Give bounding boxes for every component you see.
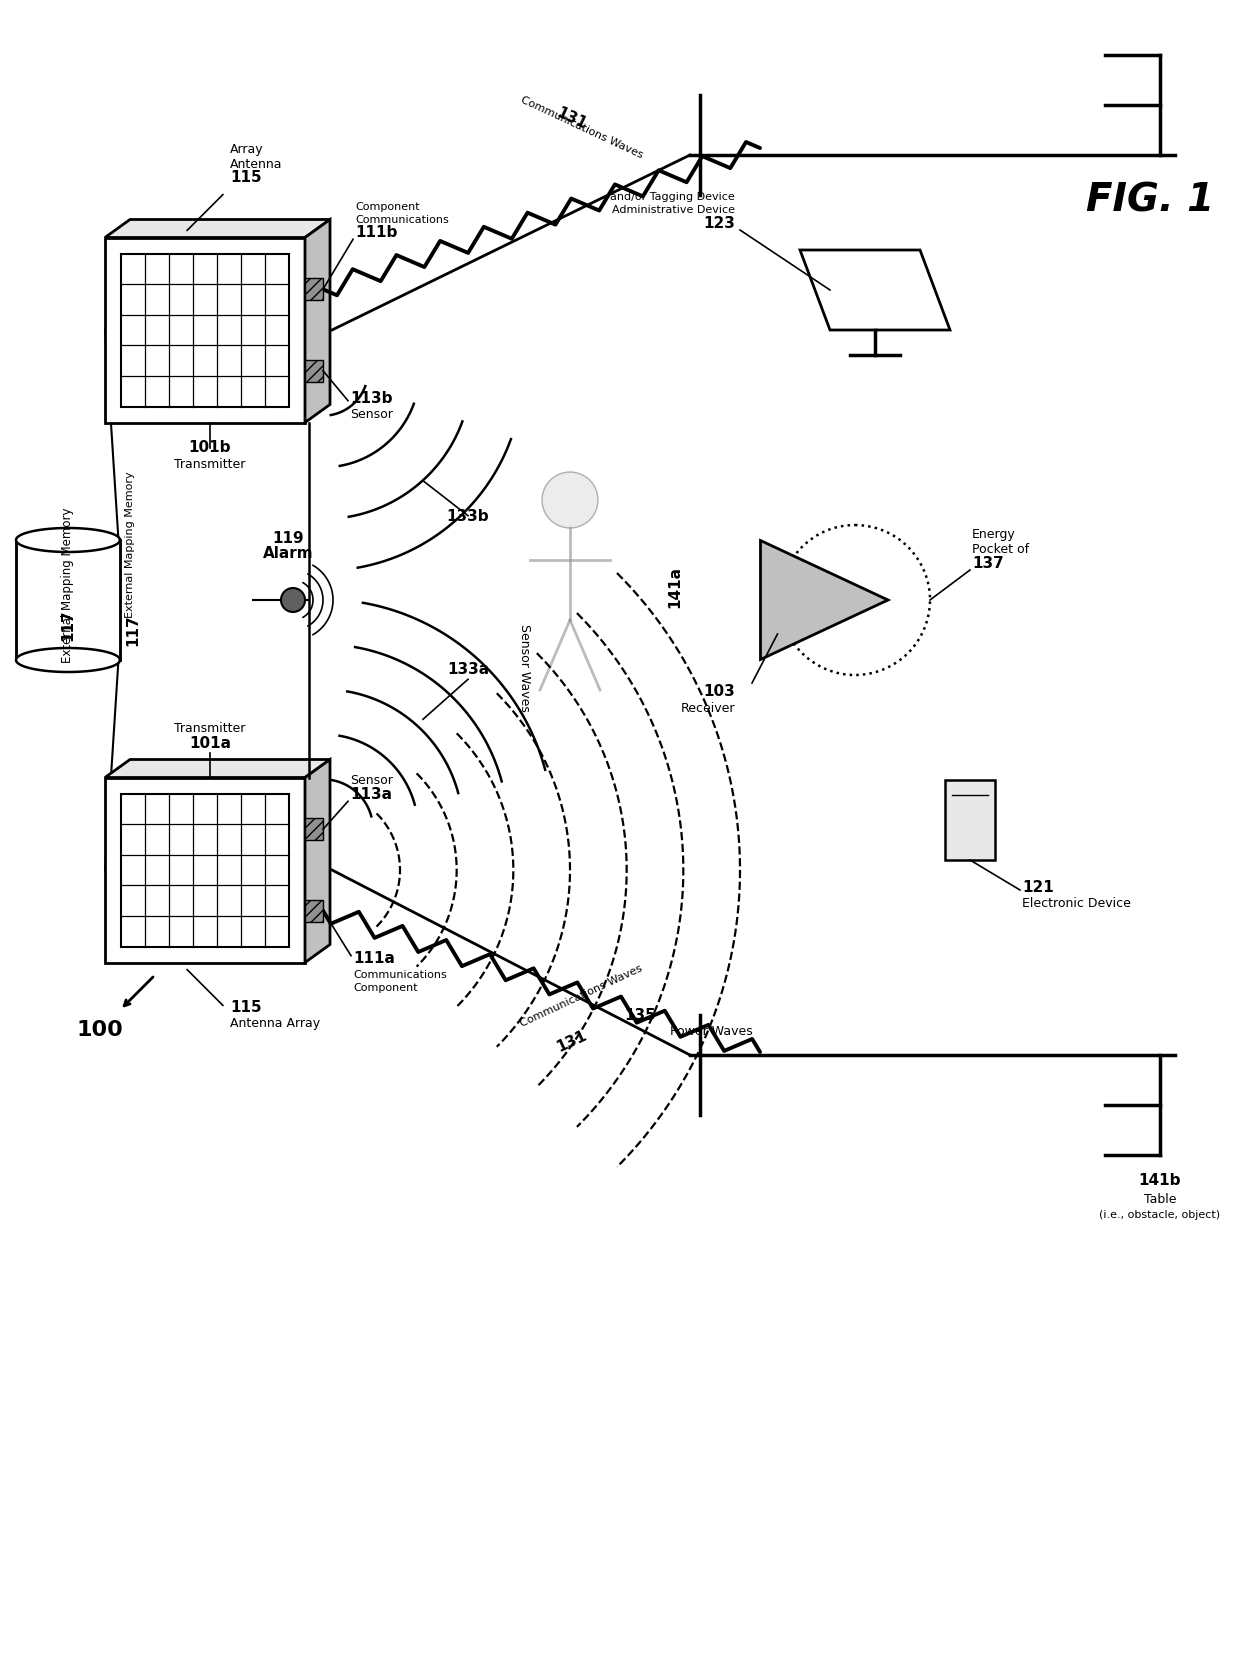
Text: Communications Waves: Communications Waves	[518, 95, 644, 161]
Circle shape	[281, 587, 305, 612]
Text: Communications: Communications	[355, 215, 449, 225]
Text: Component: Component	[355, 203, 419, 213]
Polygon shape	[760, 541, 888, 659]
Text: 103: 103	[703, 684, 735, 699]
Polygon shape	[305, 278, 322, 300]
Polygon shape	[305, 220, 330, 423]
Polygon shape	[122, 794, 289, 947]
Text: 141b: 141b	[1138, 1173, 1182, 1188]
Text: Sensor: Sensor	[350, 408, 393, 421]
Text: Sensor Waves: Sensor Waves	[518, 624, 531, 712]
Text: 101a: 101a	[188, 735, 231, 750]
Text: Antenna Array: Antenna Array	[229, 1017, 320, 1030]
Text: 115: 115	[229, 170, 262, 185]
Text: and/or Tagging Device: and/or Tagging Device	[610, 191, 735, 201]
Polygon shape	[800, 250, 950, 329]
Polygon shape	[16, 647, 120, 672]
Text: Transmitter: Transmitter	[175, 722, 246, 734]
Polygon shape	[305, 359, 322, 381]
Text: Array: Array	[229, 143, 264, 155]
Text: 121: 121	[1022, 880, 1054, 895]
Text: Transmitter: Transmitter	[175, 459, 246, 471]
Polygon shape	[122, 253, 289, 406]
Text: Energy: Energy	[972, 527, 1016, 541]
Polygon shape	[105, 777, 305, 962]
Text: 135: 135	[624, 1008, 656, 1023]
Text: Pocket of: Pocket of	[972, 542, 1029, 556]
Polygon shape	[16, 541, 120, 661]
Text: (i.e., obstacle, object): (i.e., obstacle, object)	[1100, 1210, 1220, 1220]
Circle shape	[542, 473, 598, 527]
Text: Antenna: Antenna	[229, 158, 283, 170]
Text: Communications: Communications	[353, 970, 446, 980]
Text: 113b: 113b	[350, 391, 393, 406]
Text: 123: 123	[703, 216, 735, 231]
Text: 117: 117	[61, 609, 76, 641]
Text: 115: 115	[229, 1000, 262, 1015]
Text: Receiver: Receiver	[681, 702, 735, 716]
Text: 101b: 101b	[188, 441, 231, 456]
Text: FIG. 1: FIG. 1	[1086, 181, 1214, 220]
Text: 111a: 111a	[353, 950, 394, 965]
Text: Electronic Device: Electronic Device	[1022, 897, 1131, 910]
Polygon shape	[105, 759, 330, 777]
Polygon shape	[305, 900, 322, 922]
Text: 119: 119	[273, 531, 304, 546]
Polygon shape	[105, 220, 330, 238]
Text: Administrative Device: Administrative Device	[613, 205, 735, 215]
Text: 111b: 111b	[355, 225, 397, 240]
Text: Communications Waves: Communications Waves	[518, 963, 644, 1028]
Text: 133b: 133b	[446, 509, 490, 524]
Polygon shape	[105, 238, 305, 423]
Polygon shape	[305, 759, 330, 962]
Text: 131: 131	[554, 105, 589, 131]
Text: 117: 117	[125, 614, 140, 646]
Text: 137: 137	[972, 556, 1003, 571]
Text: 141a: 141a	[667, 566, 682, 607]
Text: 131: 131	[554, 1027, 589, 1055]
Text: Component: Component	[353, 983, 418, 993]
Polygon shape	[945, 780, 994, 860]
Text: Table: Table	[1143, 1193, 1177, 1206]
Polygon shape	[16, 527, 120, 552]
Text: External Mapping Memory: External Mapping Memory	[62, 508, 74, 662]
Text: Power Waves: Power Waves	[670, 1025, 753, 1038]
Text: 133a: 133a	[446, 662, 489, 677]
Text: 100: 100	[77, 1020, 123, 1040]
Text: 113a: 113a	[350, 787, 392, 802]
Polygon shape	[305, 819, 322, 840]
Text: External Mapping Memory: External Mapping Memory	[125, 471, 135, 619]
Text: Alarm: Alarm	[263, 546, 314, 561]
Text: Sensor: Sensor	[350, 774, 393, 787]
